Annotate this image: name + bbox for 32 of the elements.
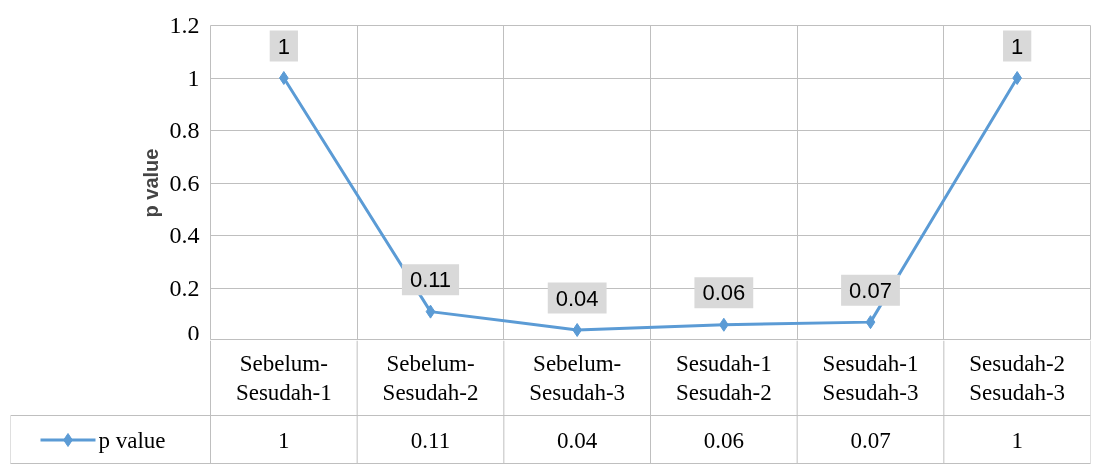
y-axis-title: p value: [139, 148, 162, 218]
point: [572, 323, 582, 337]
point: [279, 71, 289, 85]
text: 0.06: [703, 427, 744, 453]
point: [425, 304, 436, 319]
data-label: 0.11: [409, 267, 452, 293]
text: 0.11: [410, 427, 451, 453]
y-tick-label: 0.6: [169, 169, 200, 196]
data-label: 0.06: [702, 280, 746, 306]
y-tick-label: 0.8: [169, 117, 200, 143]
y-tick-label: 1: [187, 64, 200, 91]
point: [865, 315, 876, 330]
text: 1: [278, 427, 290, 453]
data-label: 0.04: [555, 285, 599, 311]
x-tick-label: Sebelum-Sesudah-3: [529, 351, 626, 405]
x-tick-label: Sesudah-1 Sesudah-2: [675, 351, 772, 405]
text: 0.04: [557, 427, 598, 453]
text: 1: [1011, 427, 1023, 453]
data-label: 0.07: [849, 277, 892, 303]
y-tick-label: 0.2: [169, 274, 200, 301]
y-tick-label: 1.2: [169, 12, 200, 38]
y-tick-label: 0: [187, 319, 200, 346]
legend-label: p value: [98, 427, 166, 453]
x-tick-label: Sesudah-1 Sesudah-3: [822, 351, 919, 405]
x-tick-label: Sebelum-Sesudah-1: [235, 351, 332, 405]
x-tick-label: Sebelum-Sesudah-2: [382, 351, 479, 405]
data-label: 1: [277, 33, 290, 59]
y-tick-label: 0.4: [169, 222, 200, 248]
text: 0.07: [850, 427, 891, 453]
x-tick-label: Sesudah-2 Sesudah-3: [969, 351, 1066, 405]
data-label: 1: [1011, 33, 1024, 59]
point: [1012, 71, 1022, 85]
